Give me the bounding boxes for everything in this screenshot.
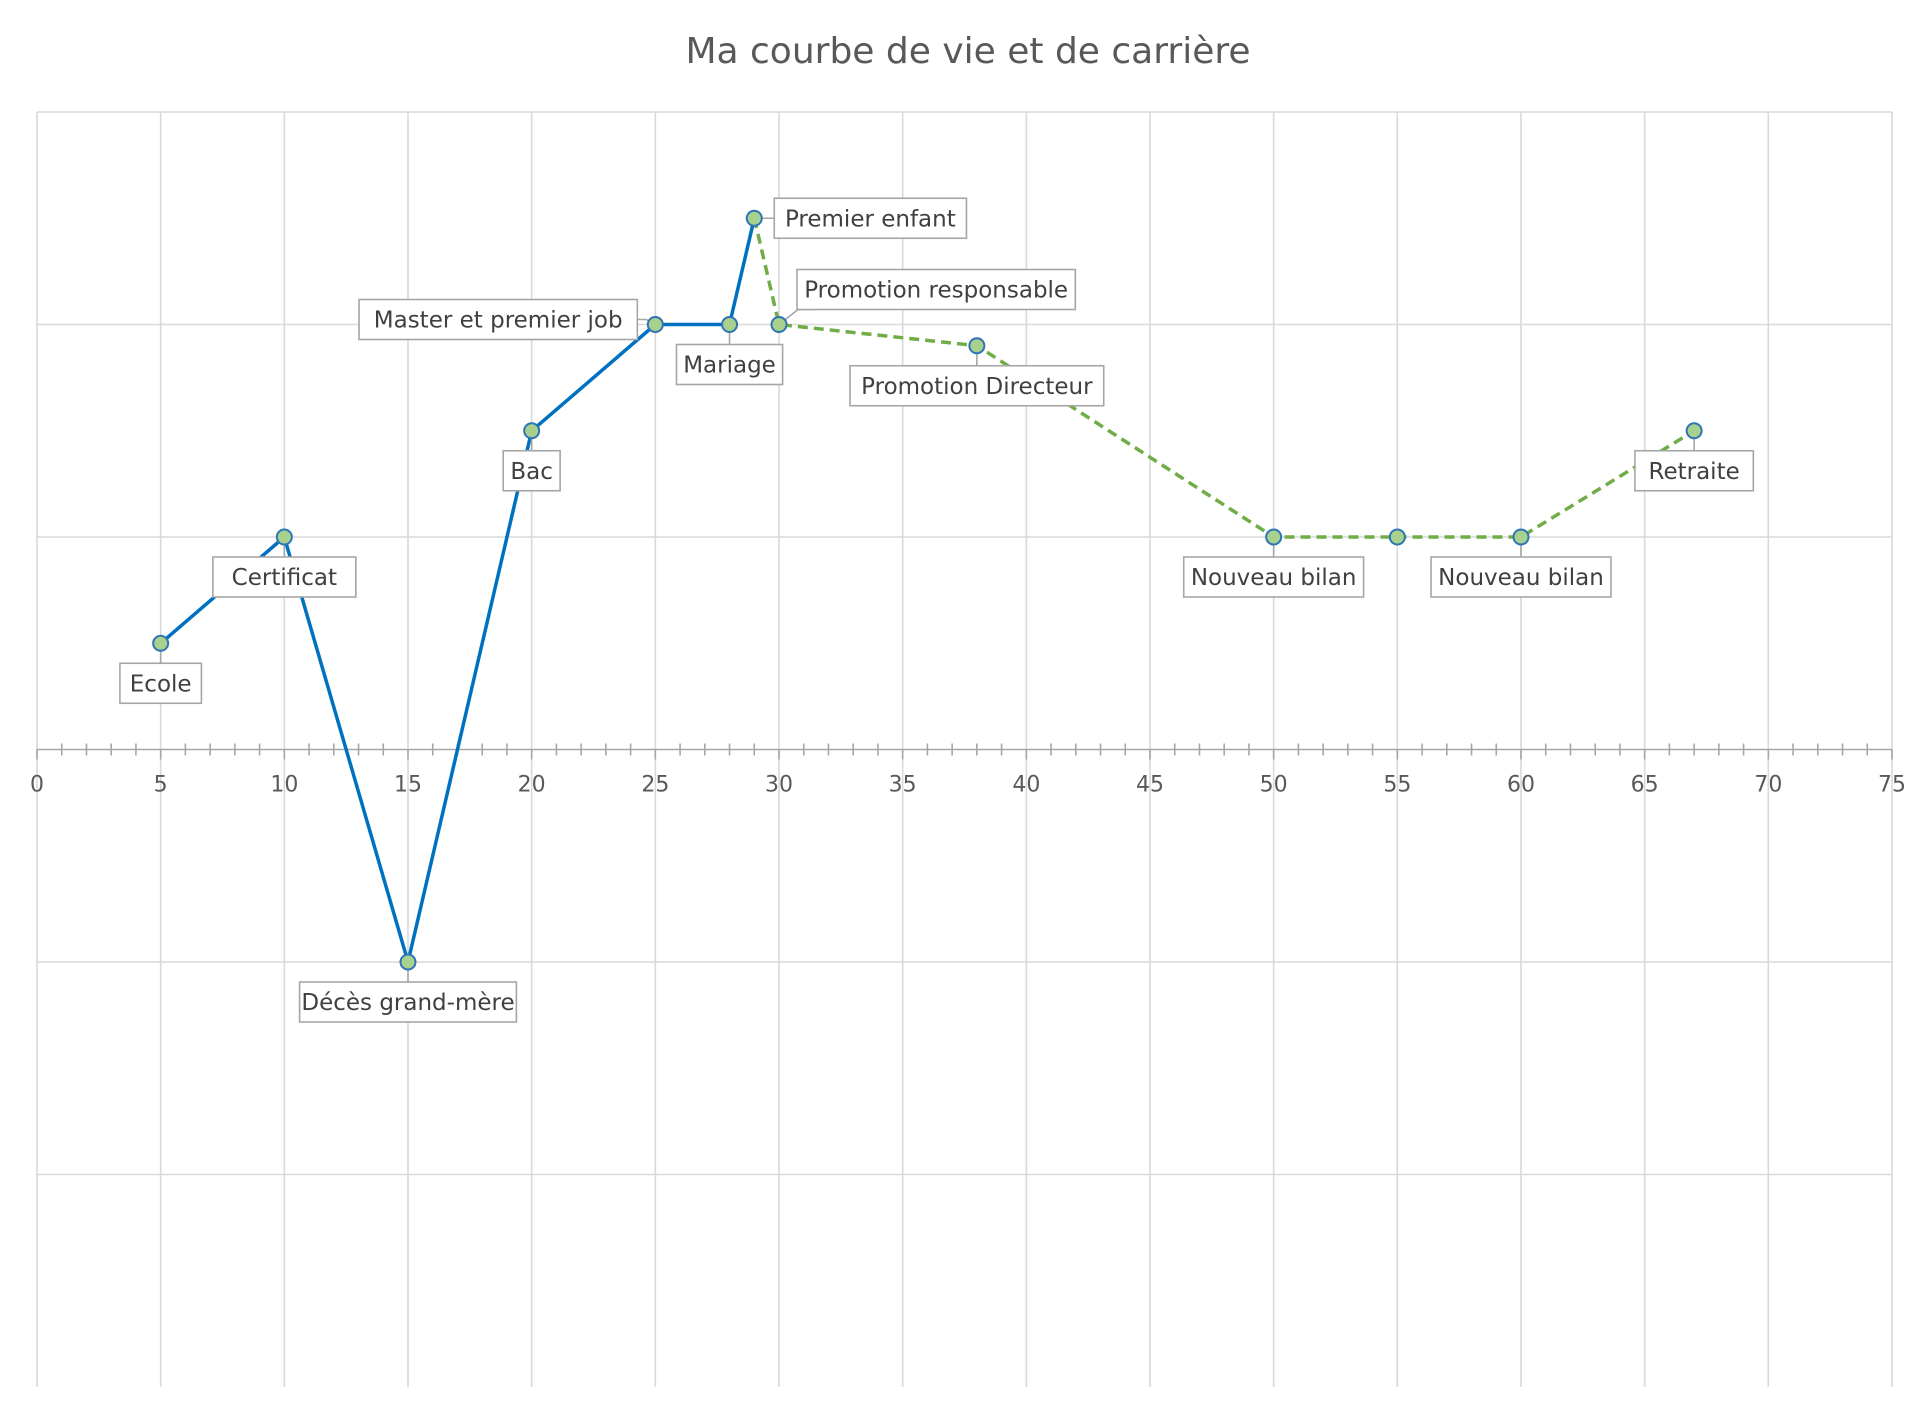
marker-layer bbox=[152, 209, 1703, 971]
data-point-marker bbox=[399, 953, 417, 971]
data-point-marker bbox=[523, 422, 541, 440]
x-tick-label: 10 bbox=[270, 773, 298, 798]
data-label: Bac bbox=[510, 459, 553, 485]
x-tick-label: 75 bbox=[1878, 773, 1906, 798]
data-label-box bbox=[675, 343, 784, 386]
data-label-box bbox=[119, 662, 203, 705]
data-label-box bbox=[212, 556, 357, 598]
data-label-box bbox=[358, 298, 639, 341]
data-label: Nouveau bilan bbox=[1191, 565, 1357, 591]
x-tick-label: 15 bbox=[394, 773, 422, 798]
x-tick-label: 20 bbox=[518, 773, 546, 798]
data-label-box bbox=[298, 981, 518, 1023]
x-tick-label: 40 bbox=[1012, 773, 1040, 798]
x-tick-label: 30 bbox=[765, 773, 793, 798]
data-label-box bbox=[1634, 449, 1755, 492]
data-label-box bbox=[502, 449, 561, 492]
data-point-marker bbox=[745, 209, 763, 227]
data-label: Ecole bbox=[130, 671, 192, 697]
data-point-marker bbox=[646, 316, 664, 333]
data-label-box bbox=[849, 364, 1105, 407]
data-point-marker bbox=[1685, 422, 1703, 440]
x-tick-label: 50 bbox=[1260, 773, 1288, 798]
data-label: Promotion Directeur bbox=[861, 374, 1093, 400]
data-label: Premier enfant bbox=[785, 206, 956, 232]
data-label: Retraite bbox=[1649, 459, 1740, 485]
x-tick-label: 0 bbox=[30, 773, 44, 798]
data-label: Nouveau bilan bbox=[1438, 565, 1604, 591]
x-tick-label: 60 bbox=[1507, 773, 1535, 798]
data-point-marker bbox=[721, 316, 739, 333]
data-label: Promotion responsable bbox=[804, 278, 1068, 304]
data-point-marker bbox=[1265, 528, 1283, 546]
data-label-layer: Ecole Certificat Décès grand-mère Bac Master… bbox=[119, 197, 1755, 1023]
data-point-marker bbox=[275, 528, 293, 546]
chart-title: Ma courbe de vie et de carrière bbox=[685, 31, 1250, 72]
data-label-box bbox=[1182, 556, 1365, 598]
x-tick-label: 35 bbox=[889, 773, 917, 798]
data-point-marker bbox=[1512, 528, 1530, 546]
data-point-marker bbox=[770, 316, 788, 333]
data-label: Certificat bbox=[232, 565, 337, 591]
x-axis: 0 5 10 15 20 25 30 35 40 45 50 55 60 65 70 75 bbox=[30, 743, 1906, 798]
data-label: Mariage bbox=[683, 353, 776, 379]
data-label-box bbox=[1430, 556, 1612, 598]
x-tick-label: 25 bbox=[641, 773, 669, 798]
data-label: Master et premier job bbox=[374, 308, 623, 334]
x-tick-label: 5 bbox=[154, 773, 168, 798]
data-point-marker bbox=[152, 634, 170, 652]
data-point-marker bbox=[968, 337, 986, 355]
x-tick-label: 65 bbox=[1631, 773, 1659, 798]
data-point-marker bbox=[1388, 528, 1406, 546]
x-tick-label: 45 bbox=[1136, 773, 1164, 798]
data-label-box bbox=[796, 268, 1077, 311]
x-tick-label: 55 bbox=[1383, 773, 1411, 798]
data-label: Décès grand-mère bbox=[301, 990, 514, 1016]
x-tick-label: 70 bbox=[1754, 773, 1782, 798]
data-label-box bbox=[773, 197, 968, 240]
